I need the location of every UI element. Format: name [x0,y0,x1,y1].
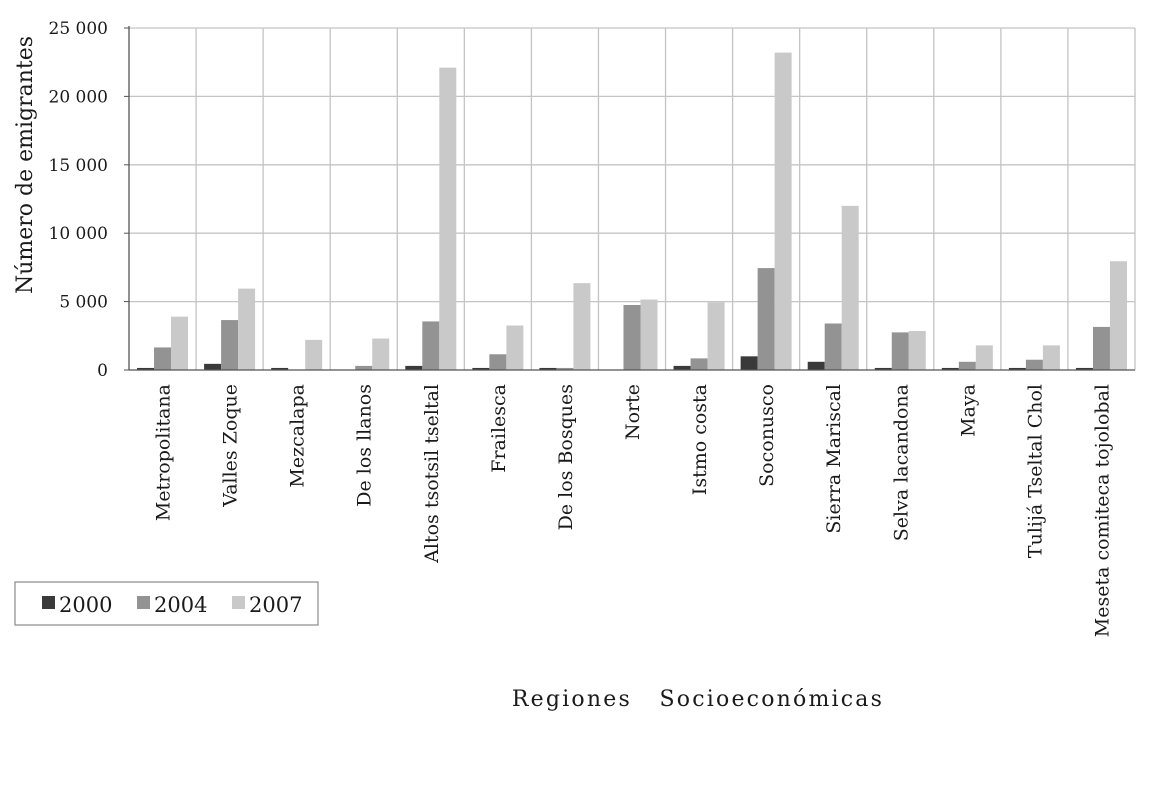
legend-swatch-2004 [137,596,150,609]
category-label: Meseta comiteca tojolobal [1091,384,1113,637]
bar-2007 [1109,261,1127,370]
category-label: Soconusco [756,384,778,487]
bar-2000 [539,367,557,370]
bar-2007 [439,67,457,370]
category-label: De los llanos [354,384,376,507]
bar-2004 [154,347,172,370]
bar-2004 [422,321,440,370]
bar-2000 [874,367,892,370]
bar-2004 [757,268,775,370]
bar-2004 [556,367,574,370]
category-label: Mezcalapa [287,384,309,488]
legend: 2000 2004 2007 [14,581,319,626]
legend-label-2004: 2004 [154,593,207,617]
x-axis-title: Regiones Socioeconómicas [512,687,884,712]
bar-2007 [506,325,524,370]
bar-2000 [137,367,155,370]
bars [137,52,1127,371]
bar-2007 [372,338,390,370]
bar-2007 [305,339,323,370]
bar-2004 [1025,359,1043,370]
bar-2007 [841,205,859,370]
bar-2004 [355,365,373,370]
bar-2000 [1008,367,1026,370]
bar-2007 [238,288,256,370]
category-label: Norte [622,384,644,440]
bar-2007 [573,283,591,370]
category-label: Selva lacandona [890,384,912,541]
legend-box [14,581,319,626]
bar-2004 [1092,326,1110,370]
bar-2007 [908,331,926,370]
bar-2000 [472,367,490,370]
bar-2000 [1075,367,1093,370]
bar-2000 [673,365,691,370]
bar-2004 [824,323,842,370]
legend-swatch-2000 [42,596,55,609]
y-tick-label: 25 000 [49,19,108,39]
labels: 0 5 000 10 000 15 000 20 000 25 000 Metropolit… [49,19,1114,637]
y-tick-label: 10 000 [49,224,108,244]
bar-2004 [891,332,909,370]
bar-2000 [271,367,289,370]
bar-2007 [774,52,792,371]
category-label: Maya [957,384,979,437]
y-tick-label: 5 000 [59,293,108,313]
category-label: Tulijá Tseltal Chol [1024,384,1046,558]
legend-label-2007: 2007 [249,593,302,617]
bar-2004 [221,320,239,370]
bar-2004 [958,361,976,370]
bar-2007 [1042,345,1060,370]
category-label: Valles Zoque [220,384,242,508]
y-tick-label: 0 [97,361,108,381]
category-label: Sierra Mariscal [823,384,845,534]
bar-2004 [623,305,641,370]
y-axis-title: Número de emigrantes [13,36,38,294]
bar-2000 [941,367,959,370]
category-label: Frailesca [488,384,510,473]
category-label: Istmo costa [689,384,711,495]
bar-2007 [975,345,993,370]
axes [124,26,1135,371]
bar-2000 [740,356,758,370]
bar-2007 [171,316,189,370]
y-tick-label: 15 000 [49,156,108,176]
category-label: Metropolitana [153,384,175,521]
bar-2007 [707,302,725,370]
bar-2004 [489,354,507,370]
bar-2007 [640,299,658,370]
legend-label-2000: 2000 [59,593,112,617]
bar-2000 [405,365,423,370]
y-tick-label: 20 000 [49,87,108,107]
category-label: Altos tsotsil tseltal [421,384,443,564]
category-label: De los Bosques [555,384,577,530]
bar-2000 [204,363,222,370]
legend-swatch-2007 [232,596,245,609]
bar-2000 [807,361,825,370]
bar-2004 [690,358,708,370]
grid [129,27,1136,370]
